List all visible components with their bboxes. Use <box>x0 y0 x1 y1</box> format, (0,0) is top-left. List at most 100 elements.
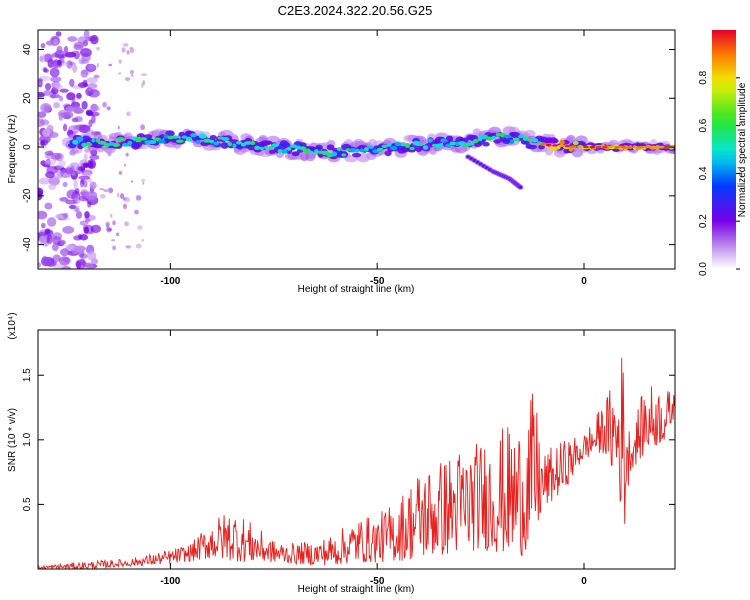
spectrogram-cell <box>59 248 70 257</box>
spectrogram-cell <box>44 202 53 210</box>
spectrogram-cell <box>60 240 66 245</box>
spectrogram-cell <box>78 175 91 180</box>
spectrogram-cell <box>39 53 46 64</box>
spectrogram-cell <box>545 143 552 147</box>
snr-x-label: Height of straight line (km) <box>298 584 415 595</box>
spectrogram-cell <box>116 136 125 142</box>
spectrogram-cell <box>57 109 70 118</box>
spectrogram-cell <box>127 140 133 146</box>
spectrogram-cell <box>90 224 102 233</box>
spectrogram-cell <box>71 247 81 254</box>
spectrogram-cell <box>122 203 127 210</box>
spectrogram-cell <box>645 145 652 149</box>
spectrogram-cell <box>74 207 80 213</box>
spectrogram-cell <box>112 245 117 251</box>
spectrogram-cell <box>121 47 126 53</box>
spectrogram-cell <box>73 106 82 114</box>
spectrogram-cell <box>135 194 142 201</box>
spectrogram-cell <box>422 145 429 151</box>
colorbar: 0.0 0.2 0.4 0.6 0.8 Normalized spectral ampl… <box>698 30 748 276</box>
spectrogram-cell <box>539 143 546 146</box>
spectrogram-cell <box>86 110 94 117</box>
spectrogram-cell <box>663 145 670 149</box>
spectrogram-cell <box>78 166 85 172</box>
spectrogram-cell <box>477 136 483 142</box>
spectrogram-cell <box>77 233 83 240</box>
snr-frame <box>37 329 676 570</box>
spectrogram-cell <box>140 124 145 131</box>
spectrogram-cell <box>88 89 100 98</box>
spectrogram-cell <box>81 100 88 110</box>
spectrogram-cell <box>96 46 101 51</box>
spectrogram-cell <box>107 227 113 232</box>
spectrogram-cell <box>53 102 60 109</box>
spectrogram-cell <box>141 238 145 242</box>
x-tick-label: -100 <box>160 576 180 587</box>
spectrogram-cell <box>106 106 111 111</box>
spectrogram-cell <box>390 146 398 151</box>
spectrogram-cell <box>485 136 493 141</box>
x-tick-label: -100 <box>160 276 180 287</box>
spectrogram-cell <box>139 137 148 141</box>
x-tick-label: 0 <box>581 576 587 587</box>
spectrogram-cell <box>79 253 88 259</box>
spectrogram-cell <box>209 135 217 140</box>
spectrogram-cell <box>129 70 134 75</box>
spectrogram-cell <box>49 67 60 78</box>
spectrogram-cell <box>134 141 143 148</box>
spectrogram-cell <box>181 135 188 139</box>
spectrogram-cell <box>124 163 127 167</box>
spectrogram-cell <box>76 92 82 99</box>
spectrogram-cell <box>286 146 292 151</box>
spectrogram-cell <box>58 256 70 266</box>
spectrogram-cell <box>254 145 261 151</box>
spectrogram-cell <box>106 222 110 229</box>
spectrogram-cell <box>355 148 360 153</box>
spectrogram-cell <box>117 125 120 130</box>
spectrogram-cell <box>40 160 47 166</box>
spectrogram-cell <box>564 144 571 148</box>
spectrogram-cell <box>142 182 145 185</box>
spectrogram-cell <box>86 251 97 261</box>
spectrogram-cell <box>53 38 59 46</box>
spectrogram-cell <box>96 63 99 68</box>
spectrogram-cell <box>221 136 230 142</box>
spectrogram-cell <box>49 93 61 99</box>
spectrogram-cell <box>358 148 365 153</box>
spectrogram-cell <box>102 101 107 108</box>
spectrogram-cell <box>84 262 94 269</box>
spectrogram-cell <box>376 147 384 152</box>
snr-multiplier-label: (x10⁴) <box>7 312 18 339</box>
spectrogram-cell <box>142 80 146 85</box>
spectrogram-cell <box>119 193 125 199</box>
colorbar-tick-label: 0.2 <box>698 214 709 228</box>
snr-x-ticks: -100 -50 0 <box>160 330 587 587</box>
spectrogram-cell <box>518 134 525 139</box>
spectrogram-cell <box>348 148 357 153</box>
spectrogram-cell <box>57 59 62 66</box>
spectrogram-cell <box>103 189 109 193</box>
spectrogram-cell <box>46 217 57 227</box>
spectrogram-cell <box>614 145 621 149</box>
spectrogram-cell <box>482 141 490 147</box>
colorbar-tick-label: 0.4 <box>698 166 709 180</box>
spectrogram-cell <box>527 144 538 150</box>
spectrogram-cell <box>531 138 539 143</box>
spectrogram-cell <box>89 34 99 45</box>
spectrogram-cell <box>472 139 479 144</box>
snr-y-ticks: 0.5 1.0 1.5 <box>22 368 675 511</box>
spectrogram-cell <box>409 146 415 151</box>
spectrogram-cell <box>112 220 116 226</box>
spectrogram-cell <box>171 135 180 139</box>
spectrogram-cell <box>236 140 243 145</box>
spectrogram-cell <box>69 149 76 156</box>
spectrogram-cell <box>315 144 323 151</box>
y-tick-label: 40 <box>22 44 33 56</box>
spectrogram-cell <box>195 139 201 144</box>
spectrogram-cell <box>82 162 89 168</box>
spectrogram-cell <box>118 72 122 75</box>
spectrogram-cell <box>80 69 89 78</box>
colorbar-label: Normalized spectral amplitude <box>737 82 748 217</box>
spectrogram-cell <box>157 139 166 144</box>
spectrogram-cell <box>607 145 614 149</box>
